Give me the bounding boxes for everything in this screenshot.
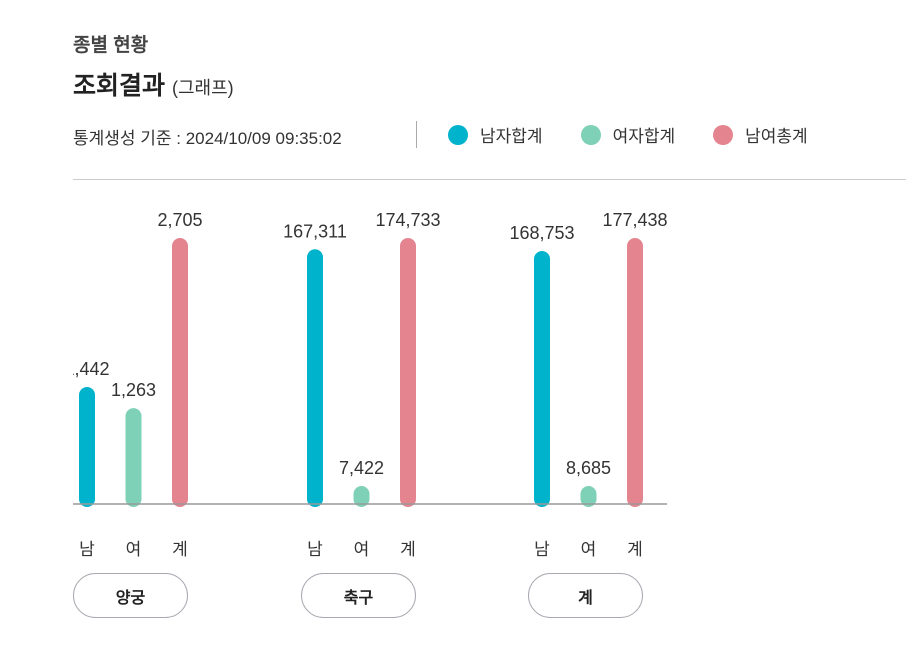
- bar: [172, 238, 188, 507]
- category-button-archery[interactable]: 양궁: [73, 573, 188, 618]
- bar-axis-label: 계: [627, 540, 643, 559]
- data-label: 174,733: [375, 210, 440, 230]
- bar-axis-label: 여: [125, 540, 142, 559]
- divider: [416, 121, 417, 148]
- bar: [534, 251, 550, 507]
- bar: [307, 249, 323, 507]
- bar-axis-label: 계: [400, 540, 416, 559]
- legend-dot-icon: [580, 124, 601, 145]
- bar: [400, 238, 416, 507]
- legend-item-male: 남자합계: [448, 122, 543, 147]
- legend-label: 남자합계: [480, 127, 543, 146]
- data-label: 1,263: [111, 380, 156, 400]
- bar-axis-label: 남: [307, 540, 323, 559]
- bar-axis-label: 남: [79, 540, 95, 559]
- bar: [353, 486, 370, 507]
- category-button-total[interactable]: 계: [528, 573, 643, 618]
- header-divider: [73, 179, 906, 180]
- legend-dot-icon: [713, 124, 734, 145]
- bar-axis-label: 계: [172, 540, 188, 559]
- bar-axis-label: 여: [353, 540, 370, 559]
- title-text: 조회결과: [73, 72, 166, 100]
- legend-label: 남여총계: [745, 127, 808, 146]
- legend-label: 여자합계: [612, 127, 676, 146]
- data-label: 8,685: [566, 458, 611, 478]
- data-label: 168,753: [509, 223, 574, 243]
- legend-dot-icon: [448, 124, 468, 145]
- title-suffix: (그래프): [171, 78, 234, 98]
- bar: [627, 238, 643, 507]
- bar-axis-label: 남: [534, 540, 550, 559]
- bar: [79, 386, 95, 507]
- page-title: 조회결과 (그래프): [73, 66, 234, 102]
- bar-axis-label: 여: [580, 540, 597, 559]
- data-label: 2,705: [157, 210, 202, 230]
- legend-item-female: 여자합계: [580, 122, 676, 147]
- data-label: 167,311: [283, 221, 347, 241]
- bar: [125, 408, 142, 507]
- category-button-football[interactable]: 축구: [301, 573, 416, 618]
- legend: 남자합계 여자합계 남여총계: [448, 122, 808, 147]
- legend-item-total: 남여총계: [713, 122, 808, 147]
- generation-timestamp: 통계생성 기준 : 2024/10/09 09:35:02: [73, 129, 342, 148]
- data-label: 1,442: [64, 359, 109, 379]
- data-label: 7,422: [339, 458, 384, 478]
- bar: [580, 486, 597, 507]
- data-label: 177,438: [602, 210, 667, 230]
- section-subtitle: 종별 현황: [73, 35, 149, 56]
